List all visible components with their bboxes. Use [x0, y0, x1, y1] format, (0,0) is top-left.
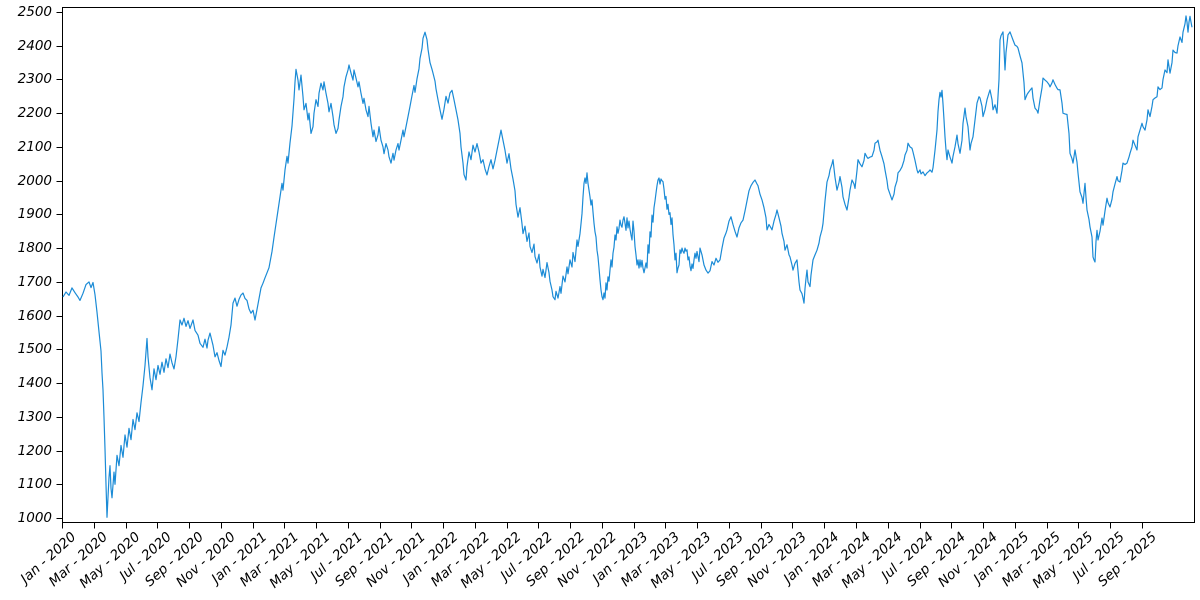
y-tick-label: 2500 [17, 3, 52, 20]
y-tick-label: 1000 [17, 510, 52, 526]
y-tick-label: 1800 [17, 240, 52, 257]
y-tick-label: 2200 [17, 105, 52, 122]
y-tick-label: 1400 [17, 375, 52, 392]
plot-frame [62, 7, 1195, 523]
axis-ticks [56, 12, 1143, 529]
y-tick-label: 1200 [17, 442, 52, 459]
y-tick-label: 2100 [17, 138, 52, 155]
y-tick-label: 1100 [17, 476, 52, 493]
y-tick-label: 1700 [17, 273, 52, 290]
price-line [62, 15, 1193, 518]
y-tick-label: 1300 [17, 408, 52, 425]
y-tick-label: 1600 [17, 307, 52, 324]
y-tick-label: 2300 [17, 71, 52, 88]
y-tick-label: 2000 [17, 172, 52, 189]
y-tick-label: 1500 [17, 341, 52, 358]
y-tick-label: 2400 [17, 37, 52, 54]
y-tick-label: 1900 [17, 206, 52, 223]
